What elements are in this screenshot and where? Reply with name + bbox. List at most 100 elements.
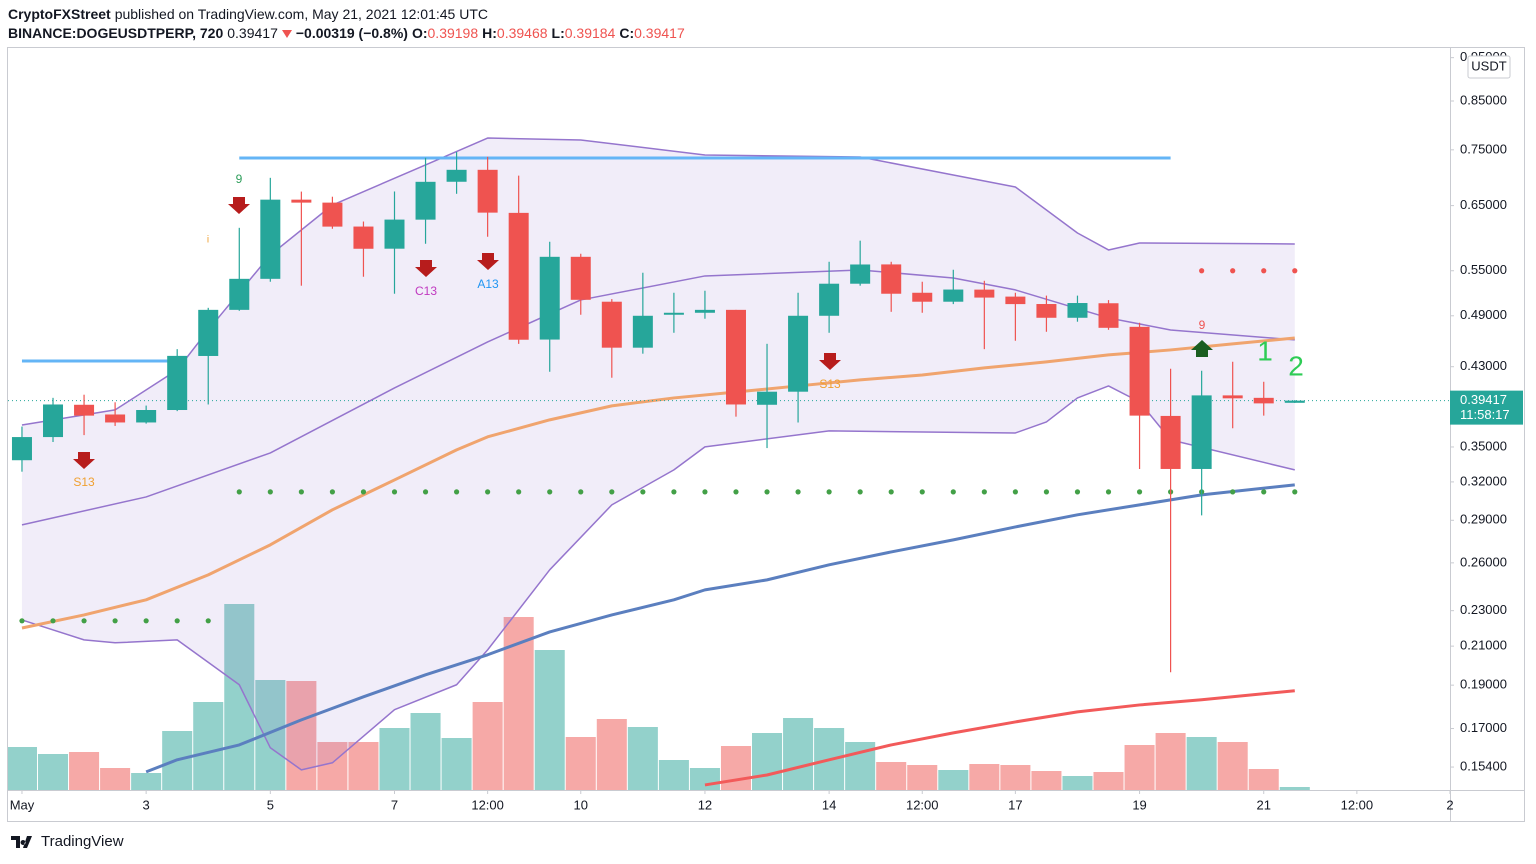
volume-bar	[876, 762, 907, 790]
author: CryptoFXStreet	[8, 6, 111, 22]
chart-frame	[7, 47, 1525, 822]
candle-body	[322, 202, 343, 227]
band-fill	[21, 138, 1295, 770]
volume-bar	[1124, 745, 1155, 790]
candle-body	[260, 199, 281, 279]
candle-body	[1284, 400, 1305, 403]
currency-box	[1467, 55, 1511, 79]
candle-body	[912, 292, 933, 302]
header-line: BINANCE:DOGEUSDTPERP, 720 0.39417 −0.003…	[8, 24, 685, 43]
indicator-dot	[422, 489, 429, 495]
indicator-dot	[1074, 489, 1081, 495]
candle-body	[632, 315, 653, 348]
volume-bar	[1155, 733, 1186, 790]
y-tick-label: 0.17000	[1460, 720, 1507, 735]
annotation: i	[207, 235, 209, 246]
volume-bar	[596, 719, 627, 790]
candle-body	[1160, 415, 1181, 469]
candle-body	[601, 301, 622, 348]
volume-layer	[8, 604, 1310, 790]
indicator-dot	[640, 489, 646, 495]
close-value: 0.39417	[634, 25, 685, 41]
indicator-dot	[1261, 489, 1267, 495]
candle-body	[43, 404, 64, 438]
y-tick-label: 0.21000	[1460, 638, 1507, 653]
indicator-dot	[205, 618, 211, 624]
candle-body	[757, 391, 778, 405]
y-tick-label: 0.85000	[1460, 92, 1507, 107]
candle-body	[74, 404, 95, 416]
annotation: 1	[1257, 335, 1273, 366]
y-tick-label: 0.15400	[1460, 758, 1507, 773]
indicator-dot	[267, 489, 273, 495]
indicator-dot	[857, 489, 863, 495]
indicator-line	[704, 689, 1295, 787]
indicator-dot	[981, 489, 987, 495]
arrow-down	[415, 260, 437, 277]
candle-body	[477, 169, 498, 213]
indicator-dot	[764, 489, 770, 495]
indicator-dot	[1136, 489, 1143, 495]
indicator-dot	[1105, 489, 1112, 495]
y-tick-label: 0.55000	[1460, 262, 1507, 277]
volume-bar	[689, 768, 720, 790]
low-label: L:	[551, 25, 565, 41]
y-tick-label: 0.43000	[1460, 358, 1507, 373]
indicator-dot	[329, 489, 336, 495]
y-tick-label: 0.19000	[1460, 677, 1507, 692]
candle-body	[881, 264, 902, 294]
indicator-line	[21, 137, 1295, 426]
candle-body	[1129, 326, 1150, 416]
volume-bar	[658, 760, 689, 790]
indicator-dot	[19, 618, 25, 624]
indicator-dot	[1012, 489, 1018, 495]
annotation: A13	[477, 277, 499, 291]
y-tick-label: 0.32000	[1460, 473, 1507, 488]
indicator-dot	[174, 618, 180, 624]
volume-bar	[783, 718, 814, 790]
volume-bar	[1217, 742, 1248, 790]
last-price: 0.39417	[227, 25, 278, 41]
high-value: 0.39468	[496, 25, 548, 41]
open-value: 0.39198	[427, 25, 479, 41]
annotation: S13	[819, 377, 841, 391]
candle-body	[229, 278, 250, 310]
y-tick-label: 0.75000	[1460, 141, 1507, 156]
indicator-dot	[950, 489, 956, 495]
indicator-dot	[516, 489, 522, 495]
indicator-dot	[1292, 489, 1298, 495]
volume-bar	[1062, 776, 1093, 790]
indicator-dot	[795, 489, 801, 495]
published: published on TradingView.com, May 21, 20…	[114, 6, 488, 22]
indicator-line	[21, 336, 1295, 630]
volume-bar	[100, 768, 131, 790]
candle-body	[1098, 303, 1119, 328]
indicator-dot	[391, 489, 398, 495]
volume-bar	[969, 764, 1000, 790]
brand: TradingView	[41, 833, 124, 850]
indicator-dot	[50, 618, 56, 624]
y-tick-label: 0.29000	[1460, 512, 1507, 527]
indicator-dot	[1043, 489, 1050, 495]
indicator-dot	[1230, 489, 1236, 495]
candle-body	[974, 289, 995, 298]
x-tick-label: 12:00	[471, 797, 504, 812]
header: CryptoFXStreet published on TradingView.c…	[8, 5, 685, 43]
volume-bar	[627, 727, 658, 790]
volume-bar	[69, 752, 100, 790]
x-tick-label: 17	[1008, 797, 1022, 812]
indicator-dot	[578, 489, 584, 495]
indicator-dot	[360, 489, 367, 495]
volume-bar	[193, 702, 224, 790]
volume-bar	[224, 604, 255, 790]
volume-bar	[720, 746, 752, 790]
candle-body	[415, 181, 436, 220]
candle-body	[446, 169, 467, 182]
change: −0.00319 (−0.8%)	[295, 25, 408, 41]
last-price-label: 0.39417	[1460, 392, 1507, 407]
axis-layer: 0.950000.850000.750000.650000.550000.490…	[10, 49, 1523, 812]
arrow-down	[73, 452, 95, 469]
candle-body	[384, 219, 405, 249]
